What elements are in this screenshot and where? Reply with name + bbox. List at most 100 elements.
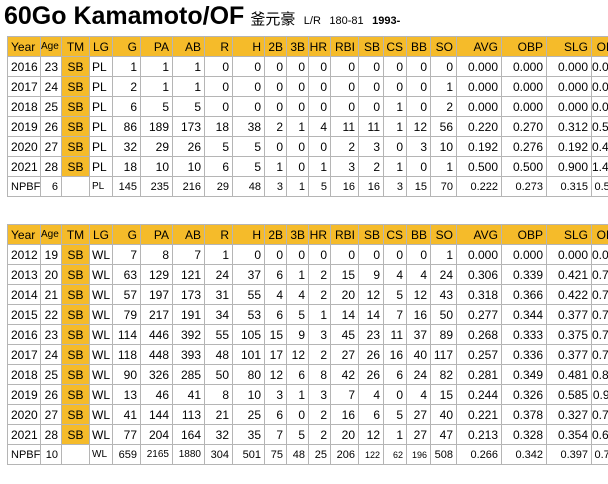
- cell-hr: 4: [308, 116, 331, 137]
- cell-tm: SB: [61, 364, 90, 385]
- cell-obp: 0.326: [501, 384, 547, 405]
- cell-g: 79: [112, 304, 141, 325]
- cell-obp: 0.342: [501, 444, 547, 465]
- cell-hr: 3: [308, 324, 331, 345]
- cell-obp: 0.000: [501, 96, 547, 117]
- cell-slg: 0.000: [546, 96, 592, 117]
- cell-ab: 216: [172, 176, 205, 197]
- season-row: 2015 22 SB WL 79 217 191 34 53 6 5 1 14 14 7 16 50 0.277 0…: [7, 304, 608, 325]
- cell-bb: 12: [406, 284, 431, 305]
- cell-cs: 0: [383, 244, 407, 265]
- cell-slg: 0.377: [546, 344, 592, 365]
- cell-ops: 1.400: [591, 156, 608, 177]
- cell-2b: 6: [264, 264, 287, 285]
- cell-h: 37: [232, 264, 265, 285]
- cell-avg: 0.244: [456, 384, 502, 405]
- cell-ops: 0.000: [591, 76, 608, 97]
- cell-r: 21: [204, 404, 233, 425]
- cell-so: 1: [430, 156, 457, 177]
- cell-cs: 1: [383, 96, 407, 117]
- cell-year: 2021: [7, 424, 41, 445]
- cell-avg: 0.000: [456, 96, 502, 117]
- cell-pa: 10: [140, 156, 173, 177]
- cell-pa: 46: [140, 384, 173, 405]
- cell-bb: 3: [406, 136, 431, 157]
- cell-g: 118: [112, 344, 141, 365]
- cell-g: 86: [112, 116, 141, 137]
- cell-g: 13: [112, 384, 141, 405]
- cell-bb: 16: [406, 304, 431, 325]
- season-row: 2017 24 SB PL 2 1 1 0 0 0 0 0 0 0 0 0 1 0.000 0.000 0.000 0.…: [7, 76, 608, 97]
- cell-lg: PL: [89, 136, 113, 157]
- cell-2b: 0: [264, 244, 287, 265]
- cell-slg: 0.354: [546, 424, 592, 445]
- cell-3b: 1: [286, 384, 309, 405]
- header-row: Year Age TM LG G PA AB R H 2B 3B HR RBI SB CS BB SO AVG OB…: [7, 224, 608, 245]
- cell-lg: WL: [89, 284, 113, 305]
- cell-hr: 0: [308, 76, 331, 97]
- cell-rbi: 15: [330, 264, 359, 285]
- cell-ab: 5: [172, 96, 205, 117]
- cell-cs: 1: [383, 116, 407, 137]
- cell-cs: 11: [383, 324, 407, 345]
- cell-hr: 8: [308, 364, 331, 385]
- season-row: 2019 26 SB PL 86 189 173 18 38 2 1 4 11 11 1 12 56 0.220 0…: [7, 116, 608, 137]
- cell-obp: 0.339: [501, 264, 547, 285]
- cell-r: 55: [204, 324, 233, 345]
- cell-age: 10: [40, 444, 62, 465]
- cell-rbi: 16: [330, 176, 359, 197]
- cell-avg: 0.281: [456, 364, 502, 385]
- cell-obp: 0.378: [501, 404, 547, 425]
- cell-g: 18: [112, 156, 141, 177]
- cell-cs: 0: [383, 136, 407, 157]
- cell-bb: 12: [406, 116, 431, 137]
- cell-ops: 0.682: [591, 424, 608, 445]
- cell-so: 82: [430, 364, 457, 385]
- cell-year: 2020: [7, 404, 41, 425]
- cell-rbi: 42: [330, 364, 359, 385]
- cell-ops: 0.721: [591, 304, 608, 325]
- cell-rbi: 0: [330, 244, 359, 265]
- cell-rbi: 0: [330, 56, 359, 77]
- cell-avg: 0.222: [456, 176, 502, 197]
- cell-h: 0: [232, 56, 265, 77]
- column-header-year: Year: [7, 224, 41, 245]
- cell-ab: 393: [172, 344, 205, 365]
- column-header-rbi: RBI: [330, 224, 359, 245]
- cell-tm: SB: [61, 304, 90, 325]
- cell-bb: 4: [406, 264, 431, 285]
- cell-sb: 0: [358, 244, 384, 265]
- cell-2b: 6: [264, 304, 287, 325]
- cell-rbi: 27: [330, 344, 359, 365]
- cell-lg: WL: [89, 304, 113, 325]
- cell-sb: 0: [358, 96, 384, 117]
- column-header-age: Age: [40, 36, 62, 57]
- cell-bb: 24: [406, 364, 431, 385]
- column-header-obp: OBP: [501, 36, 547, 57]
- cell-slg: 0.900: [546, 156, 592, 177]
- cell-obp: 0.273: [501, 176, 547, 197]
- cell-r: 29: [204, 176, 233, 197]
- cell-tm: SB: [61, 284, 90, 305]
- cell-obp: 0.276: [501, 136, 547, 157]
- cell-hr: 2: [308, 424, 331, 445]
- cell-tm: SB: [61, 76, 90, 97]
- cell-obp: 0.000: [501, 56, 547, 77]
- cell-3b: 0: [286, 56, 309, 77]
- cell-cs: 16: [383, 344, 407, 365]
- cell-so: 50: [430, 304, 457, 325]
- cell-cs: 5: [383, 284, 407, 305]
- cell-ab: 173: [172, 284, 205, 305]
- cell-avg: 0.221: [456, 404, 502, 425]
- cell-lg: WL: [89, 404, 113, 425]
- cell-obp: 0.500: [501, 156, 547, 177]
- cell-g: 1: [112, 56, 141, 77]
- cell-rbi: 0: [330, 96, 359, 117]
- column-header-bb: BB: [406, 224, 431, 245]
- column-header-sb: SB: [358, 36, 384, 57]
- cell-so: 43: [430, 284, 457, 305]
- cell-sb: 122: [358, 444, 384, 465]
- cell-bb: 27: [406, 424, 431, 445]
- cell-lg: PL: [89, 156, 113, 177]
- cell-2b: 0: [264, 56, 287, 77]
